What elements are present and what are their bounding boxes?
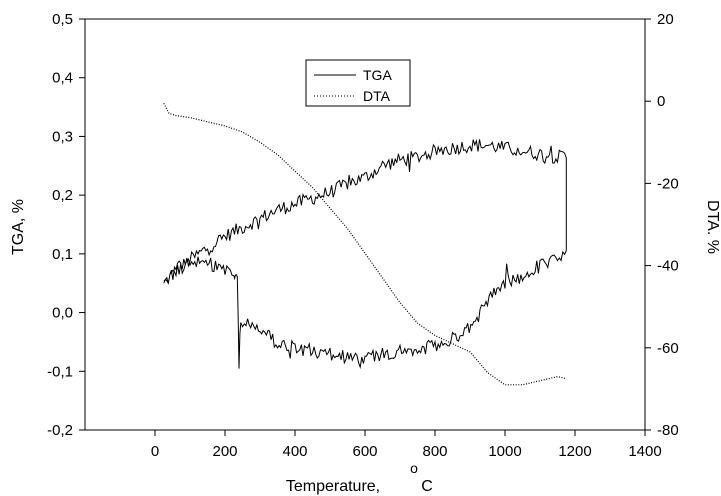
y-left-axis-label: TGA, % — [10, 199, 27, 255]
y-right-tick-label: -40 — [657, 258, 679, 275]
x-tick-label: 400 — [282, 443, 307, 460]
y-right-axis-label: DTA. % — [704, 200, 721, 254]
y-right-axis: -80 -60 -40 -20 0 20 — [645, 11, 679, 439]
x-axis: 0 200 400 600 800 1000 1200 1400 — [151, 430, 662, 460]
x-tick-label: 1200 — [558, 443, 591, 460]
y-left-tick-label: -0,1 — [47, 363, 73, 380]
series-layer — [163, 103, 567, 386]
x-axis-label: Temperature, — [286, 478, 380, 495]
y-left-tick-label: 0,2 — [52, 187, 73, 204]
x-tick-label: 0 — [151, 443, 159, 460]
y-left-axis: -0,2 -0,1 0,0 0,1 0,2 0,3 0,4 0,5 — [47, 11, 85, 439]
y-right-tick-label: -60 — [657, 340, 679, 357]
series-line-tga — [163, 139, 567, 370]
x-tick-label: 200 — [212, 443, 237, 460]
y-left-tick-label: 0,3 — [52, 128, 73, 145]
legend: TGA DTA — [305, 59, 411, 107]
y-right-tick-label: 0 — [657, 93, 665, 110]
legend-label-dta: DTA — [363, 88, 391, 104]
x-tick-label: 1400 — [628, 443, 661, 460]
y-left-tick-label: 0,1 — [52, 246, 73, 263]
y-left-tick-label: -0,2 — [47, 422, 73, 439]
x-tick-label: 1000 — [488, 443, 521, 460]
y-left-tick-label: 0,0 — [52, 305, 73, 322]
legend-box — [305, 59, 411, 107]
x-tick-label: 600 — [352, 443, 377, 460]
legend-label-tga: TGA — [363, 67, 392, 83]
y-right-tick-label: -20 — [657, 175, 679, 192]
y-left-tick-label: 0,4 — [52, 70, 73, 87]
y-left-tick-label: 0,5 — [52, 11, 73, 28]
x-axis-label-superscript: o — [410, 460, 418, 476]
x-axis-label-unit: C — [421, 478, 433, 495]
y-right-tick-label: -80 — [657, 422, 679, 439]
x-tick-label: 800 — [422, 443, 447, 460]
series-line-dta — [163, 103, 567, 386]
y-right-tick-label: 20 — [657, 11, 674, 28]
